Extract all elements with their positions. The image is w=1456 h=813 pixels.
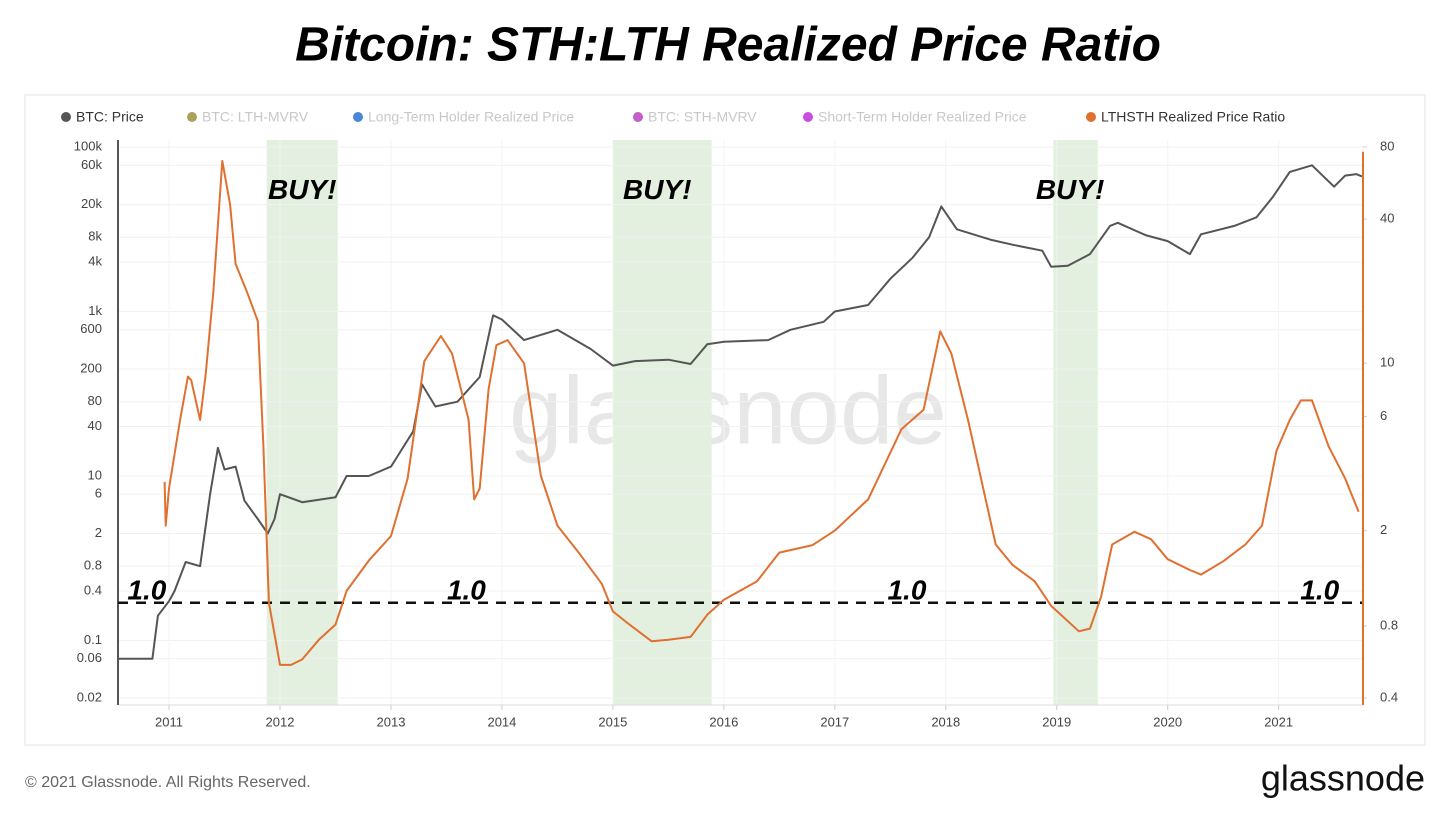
annotation: 1.0 (1300, 574, 1339, 605)
x-tick-label: 2011 (155, 714, 183, 729)
y-tick-label: 6 (95, 486, 102, 501)
buy-zone (612, 140, 712, 705)
y-tick-label: 600 (80, 321, 102, 336)
x-tick-label: 2019 (1042, 714, 1071, 729)
y2-tick-label: 10 (1380, 355, 1394, 370)
y-tick-label: 10 (88, 467, 102, 482)
y-tick-label: 0.06 (77, 650, 102, 665)
y2-tick-label: 6 (1380, 408, 1387, 423)
y2-tick-label: 80 (1380, 138, 1394, 153)
y-tick-label: 60k (81, 157, 102, 172)
x-tick-label: 2018 (931, 714, 960, 729)
legend-label: Short-Term Holder Realized Price (818, 109, 1027, 125)
legend-marker (1086, 112, 1096, 122)
annotation: BUY! (268, 174, 336, 205)
y-tick-label: 8k (88, 229, 102, 244)
x-tick-label: 2013 (377, 714, 406, 729)
legend-marker (633, 112, 643, 122)
y-tick-label: 100k (74, 139, 103, 154)
series-line (163, 159, 1360, 666)
y-tick-label: 1k (88, 303, 102, 318)
y-tick-label: 0.8 (84, 558, 102, 573)
x-tick-label: 2017 (820, 714, 849, 729)
legend-label: Long-Term Holder Realized Price (368, 109, 574, 125)
legend-marker (61, 112, 71, 122)
annotation: 1.0 (887, 574, 926, 605)
x-tick-label: 2012 (266, 714, 295, 729)
y-tick-label: 2 (95, 525, 102, 540)
chart-frame (24, 94, 1426, 746)
x-tick-label: 2016 (709, 714, 738, 729)
legend-marker (353, 112, 363, 122)
logo: glassnode (1261, 758, 1425, 799)
buy-zone (266, 140, 338, 705)
y-tick-label: 200 (80, 360, 102, 375)
annotation: BUY! (1036, 174, 1104, 205)
y-tick-label: 20k (81, 196, 102, 211)
y-tick-label: 80 (88, 393, 102, 408)
chart-title: Bitcoin: STH:LTH Realized Price Ratio (295, 19, 1161, 72)
y-tick-label: 0.1 (84, 632, 102, 647)
copyright: © 2021 Glassnode. All Rights Reserved. (25, 774, 311, 791)
x-tick-label: 2020 (1153, 714, 1182, 729)
y-tick-label: 0.02 (77, 689, 102, 704)
legend-label: BTC: Price (76, 109, 144, 125)
annotation: 1.0 (127, 574, 166, 605)
annotation: BUY! (623, 174, 691, 205)
x-tick-label: 2014 (487, 714, 516, 729)
legend-label: BTC: STH-MVRV (648, 109, 757, 125)
x-tick-label: 2015 (598, 714, 627, 729)
legend-label: BTC: LTH-MVRV (202, 109, 309, 125)
y-tick-label: 4k (88, 253, 102, 268)
y2-tick-label: 0.4 (1380, 689, 1398, 704)
y-tick-label: 40 (88, 418, 102, 433)
y-tick-label: 0.4 (84, 582, 102, 597)
legend-marker (803, 112, 813, 122)
annotation: 1.0 (447, 574, 486, 605)
watermark: glassnode (509, 357, 947, 464)
y2-tick-label: 2 (1380, 522, 1387, 537)
y2-tick-label: 0.8 (1380, 617, 1398, 632)
buy-zone (1053, 140, 1098, 705)
x-tick-label: 2021 (1264, 714, 1293, 729)
legend-label: LTHSTH Realized Price Ratio (1101, 109, 1285, 125)
y2-tick-label: 40 (1380, 211, 1394, 226)
legend-marker (187, 112, 197, 122)
series-line (118, 164, 1363, 660)
